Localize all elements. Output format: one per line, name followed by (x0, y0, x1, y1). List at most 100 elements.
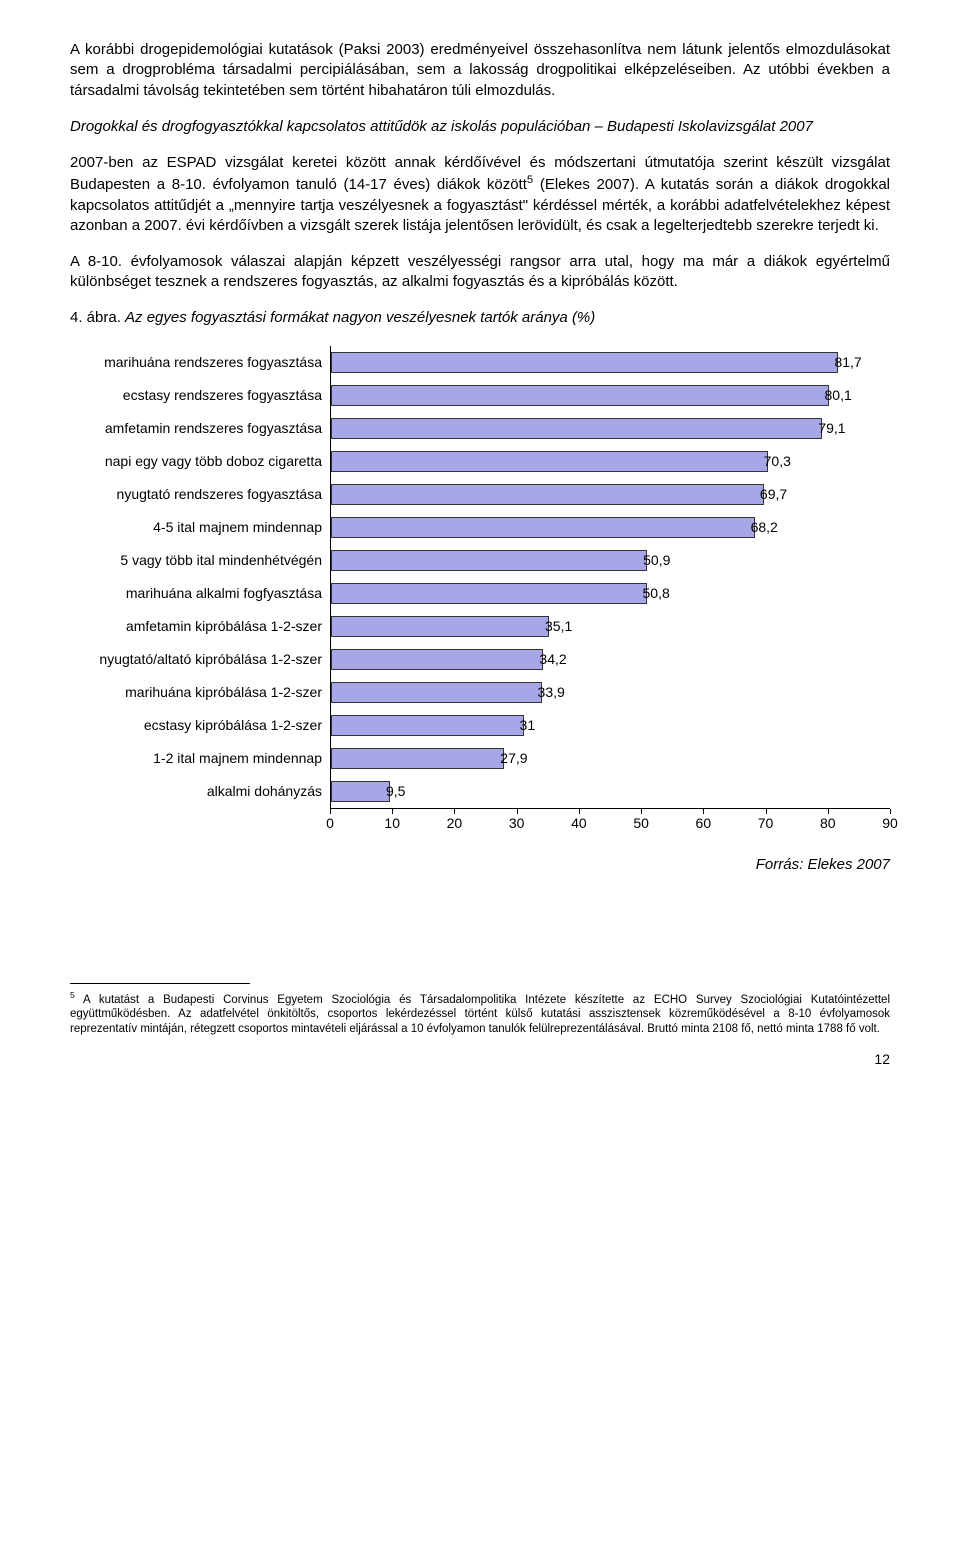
chart-bar (331, 748, 504, 769)
chart-title-text: Az egyes fogyasztási formákat nagyon ves… (125, 309, 595, 326)
chart-bar (331, 451, 768, 472)
chart-tick (579, 809, 580, 814)
chart-bar-label: marihuána rendszeres fogyasztása (70, 354, 330, 370)
chart-row: ecstasy rendszeres fogyasztása 80,1 (70, 379, 890, 412)
chart-row: 1-2 ital majnem mindennap 27,9 (70, 742, 890, 775)
chart-row: ecstasy kipróbálása 1-2-szer 31 (70, 709, 890, 742)
chart-bar-label: ecstasy kipróbálása 1-2-szer (70, 717, 330, 733)
chart-tick (641, 809, 642, 814)
chart-row: marihuána kipróbálása 1-2-szer 33,9 (70, 676, 890, 709)
chart-tick (517, 809, 518, 814)
chart-bar-value: 68,2 (751, 519, 778, 535)
chart-axis-line: 0102030405060708090 (330, 808, 890, 838)
chart-bar-area: 35,1 (330, 610, 890, 643)
chart-bar-area: 50,9 (330, 544, 890, 577)
chart-bar-value: 80,1 (825, 387, 852, 403)
chart-tick (454, 809, 455, 814)
chart-tick-label: 60 (696, 815, 712, 831)
chart-bar (331, 715, 524, 736)
chart-bar-label: amfetamin kipróbálása 1-2-szer (70, 618, 330, 634)
chart-row: nyugtató rendszeres fogyasztása 69,7 (70, 478, 890, 511)
chart-bar-value: 69,7 (760, 486, 787, 502)
chart-bar-area: 81,7 (330, 346, 890, 379)
chart-bar (331, 484, 764, 505)
danger-chart: marihuána rendszeres fogyasztása 81,7 ecst… (70, 346, 890, 838)
chart-axis-spacer (70, 808, 330, 838)
chart-bar-area: 69,7 (330, 478, 890, 511)
chart-bar-value: 27,9 (500, 750, 527, 766)
paragraph-1: A korábbi drogepidemológiai kutatások (P… (70, 40, 890, 101)
chart-row: napi egy vagy több doboz cigaretta70,3 (70, 445, 890, 478)
chart-title: 4. ábra. Az egyes fogyasztási formákat n… (70, 309, 890, 326)
chart-bar-area: 50,8 (330, 577, 890, 610)
paragraph-2-subtitle: Drogokkal és drogfogyasztókkal kapcsolat… (70, 117, 890, 137)
chart-tick-label: 40 (571, 815, 587, 831)
chart-bar-value: 9,5 (386, 783, 405, 799)
chart-bar-area: 34,2 (330, 643, 890, 676)
chart-tick (703, 809, 704, 814)
chart-bar (331, 682, 542, 703)
chart-tick (890, 809, 891, 814)
chart-bar (331, 649, 543, 670)
chart-x-axis: 0102030405060708090 (70, 808, 890, 838)
chart-tick-label: 20 (447, 815, 463, 831)
chart-bar-label: alkalmi dohányzás (70, 783, 330, 799)
chart-bar-value: 50,8 (643, 585, 670, 601)
chart-bar-area: 31 (330, 709, 890, 742)
page-number: 12 (70, 1051, 890, 1067)
chart-bar (331, 517, 755, 538)
chart-bar-label: 1-2 ital majnem mindennap (70, 750, 330, 766)
chart-row: amfetamin kipróbálása 1-2-szer 35,1 (70, 610, 890, 643)
chart-bar (331, 385, 829, 406)
chart-row: marihuána alkalmi fogfyasztása 50,8 (70, 577, 890, 610)
chart-tick-label: 0 (326, 815, 334, 831)
chart-row: 4-5 ital majnem mindennap 68,2 (70, 511, 890, 544)
chart-bar-label: 5 vagy több ital mindenhétvégén (70, 552, 330, 568)
chart-tick (392, 809, 393, 814)
chart-tick-label: 90 (882, 815, 898, 831)
chart-bar-value: 79,1 (818, 420, 845, 436)
chart-bar-label: marihuána kipróbálása 1-2-szer (70, 684, 330, 700)
chart-bar-area: 80,1 (330, 379, 890, 412)
paragraph-3: 2007-ben az ESPAD vizsgálat keretei közö… (70, 153, 890, 236)
chart-tick-label: 50 (633, 815, 649, 831)
chart-bar-value: 33,9 (538, 684, 565, 700)
chart-bar-label: nyugtató rendszeres fogyasztása (70, 486, 330, 502)
chart-bar-value: 31 (520, 717, 536, 733)
chart-bar-label: amfetamin rendszeres fogyasztása (70, 420, 330, 436)
chart-source: Forrás: Elekes 2007 (70, 856, 890, 873)
chart-bar-area: 27,9 (330, 742, 890, 775)
chart-row: amfetamin rendszeres fogyasztása 79,1 (70, 412, 890, 445)
chart-row: marihuána rendszeres fogyasztása 81,7 (70, 346, 890, 379)
chart-bar-value: 35,1 (545, 618, 572, 634)
chart-tick-label: 80 (820, 815, 836, 831)
chart-bar-label: ecstasy rendszeres fogyasztása (70, 387, 330, 403)
chart-bar-value: 81,7 (834, 354, 861, 370)
chart-bar (331, 583, 647, 604)
chart-bar-value: 50,9 (643, 552, 670, 568)
chart-bar-label: nyugtató/altató kipróbálása 1-2-szer (70, 651, 330, 667)
chart-row: 5 vagy több ital mindenhétvégén 50,9 (70, 544, 890, 577)
chart-bar-label: 4-5 ital majnem mindennap (70, 519, 330, 535)
footnote-5: 5 A kutatást a Budapesti Corvinus Egyete… (70, 990, 890, 1038)
chart-tick (766, 809, 767, 814)
footnote-separator (70, 983, 250, 984)
chart-bar (331, 550, 647, 571)
chart-bar-area: 9,5 (330, 775, 890, 808)
chart-bar (331, 352, 838, 373)
chart-tick-label: 70 (758, 815, 774, 831)
chart-tick-label: 30 (509, 815, 525, 831)
chart-bar-value: 34,2 (539, 651, 566, 667)
chart-row: nyugtató/altató kipróbálása 1-2-szer 34,2 (70, 643, 890, 676)
chart-tick-label: 10 (384, 815, 400, 831)
chart-bar-area: 68,2 (330, 511, 890, 544)
chart-title-prefix: 4. ábra. (70, 309, 125, 326)
chart-bar-value: 70,3 (764, 453, 791, 469)
chart-bar-label: marihuána alkalmi fogfyasztása (70, 585, 330, 601)
chart-tick (330, 809, 331, 814)
chart-bar-area: 70,3 (330, 445, 890, 478)
chart-bar-area: 33,9 (330, 676, 890, 709)
chart-bar (331, 616, 549, 637)
chart-bar-area: 79,1 (330, 412, 890, 445)
footnote-text: A kutatást a Budapesti Corvinus Egyetem … (70, 993, 890, 1035)
